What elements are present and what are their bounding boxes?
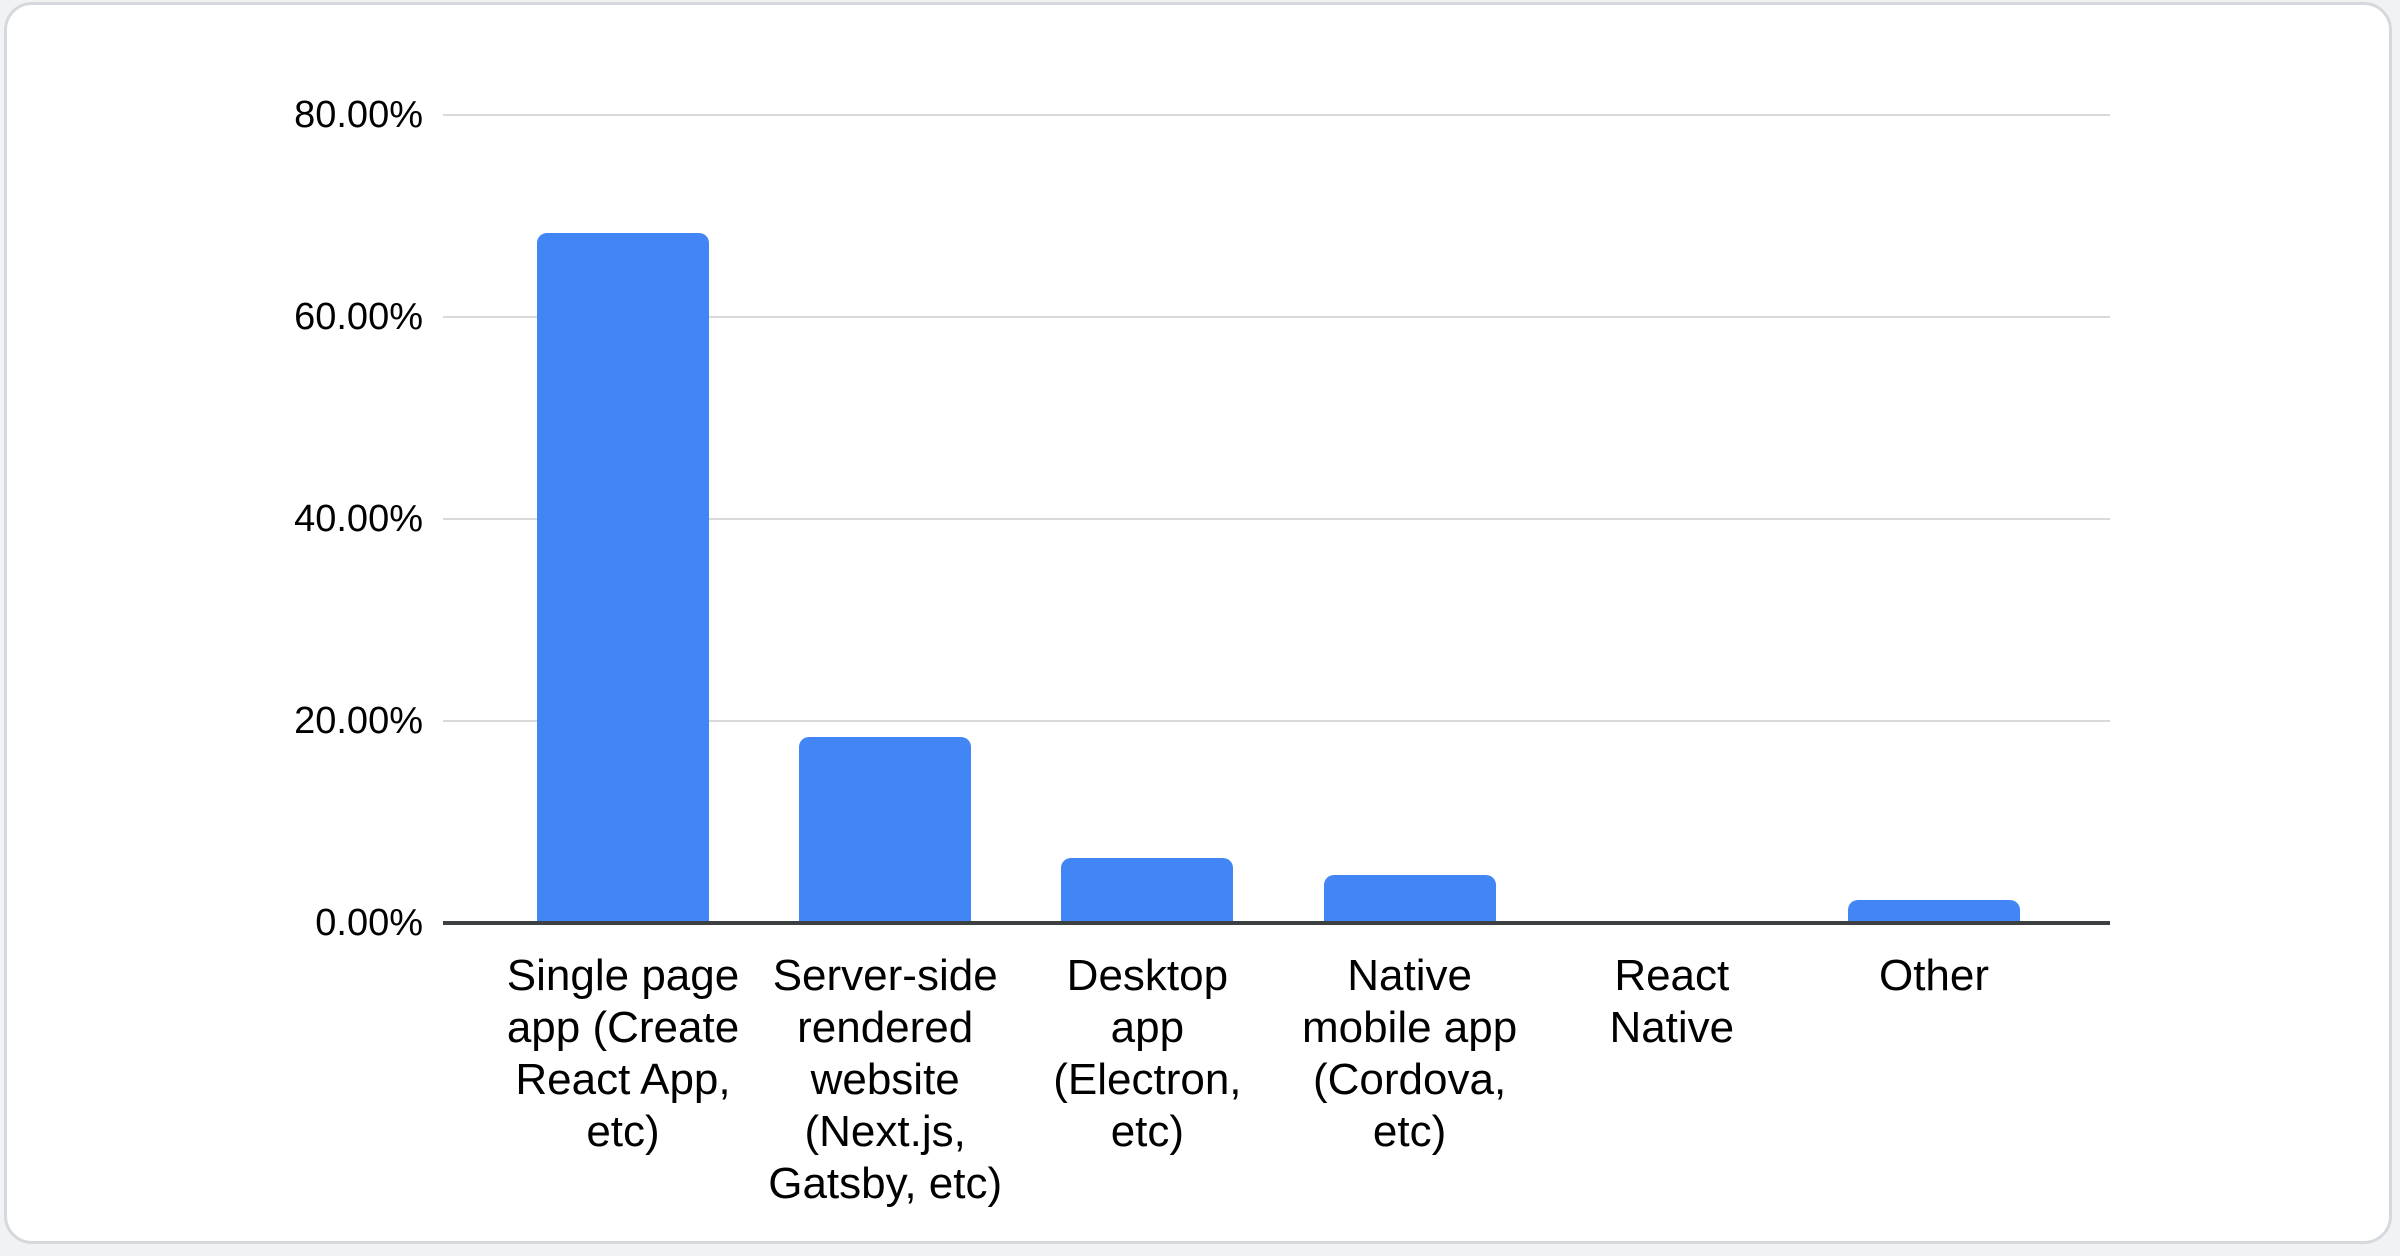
- bar-6[interactable]: [1848, 899, 2020, 923]
- y-axis-tick-label: 60.00%: [294, 296, 423, 338]
- chart-card: [4, 2, 2392, 1244]
- bar-4[interactable]: [1323, 874, 1496, 923]
- y-axis-tick-label: 0.00%: [315, 902, 423, 944]
- bar-2[interactable]: [799, 737, 972, 923]
- x-axis-category-label: Other: [1878, 951, 1990, 1000]
- gridline: [443, 316, 2110, 318]
- gridline: [443, 518, 2110, 520]
- x-axis-category-label: Server-side rendered website (Next.js, G…: [768, 951, 1003, 1208]
- y-axis-tick-label: 20.00%: [294, 700, 423, 742]
- gridline: [443, 114, 2110, 116]
- x-axis-category-label: Desktop app (Electron, etc): [1053, 951, 1242, 1156]
- x-axis-category-label: Native mobile app (Cordova, etc): [1301, 951, 1518, 1156]
- y-axis-tick-label: 40.00%: [294, 498, 423, 540]
- bar-3[interactable]: [1061, 858, 1234, 923]
- gridline: [443, 720, 2110, 722]
- bar-1[interactable]: [537, 233, 709, 923]
- x-axis-category-label: Single page app (Create React App, etc): [506, 951, 740, 1156]
- y-axis-tick-label: 80.00%: [294, 94, 423, 136]
- x-axis-category-label: React Native: [1609, 951, 1735, 1052]
- x-axis-line: [443, 921, 2110, 925]
